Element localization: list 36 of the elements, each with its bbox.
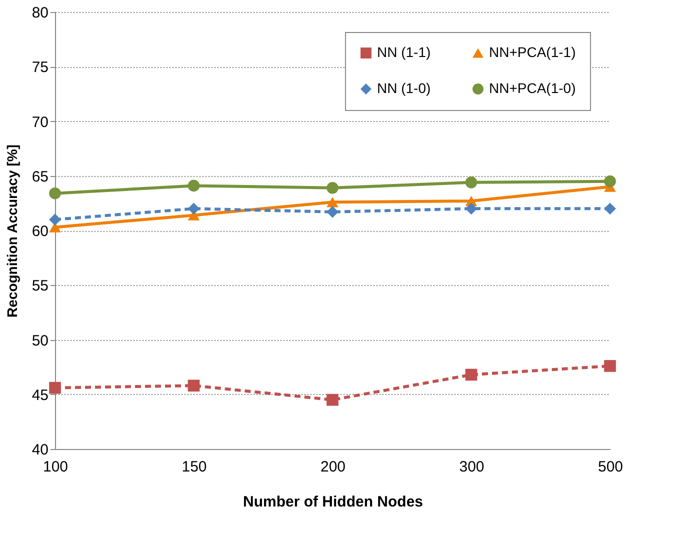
point	[188, 202, 200, 215]
x-tick-label: 100	[42, 458, 68, 476]
point	[604, 175, 616, 188]
x-tick-label: 150	[182, 458, 207, 476]
x-tick-label: 500	[598, 458, 624, 476]
point	[326, 182, 338, 194]
y-tick-label: 60	[32, 223, 48, 240]
legend-label: NN (1-0)	[377, 80, 431, 96]
point	[465, 368, 478, 381]
x-tick-label: 300	[459, 458, 484, 476]
point	[49, 214, 61, 226]
y-tick-label: 50	[32, 332, 48, 350]
point	[188, 380, 200, 392]
point	[326, 206, 338, 218]
point	[326, 196, 338, 208]
point	[465, 202, 478, 215]
y-tick-label: 55	[32, 278, 48, 295]
y-tick-label: 45	[32, 386, 48, 404]
point	[49, 382, 61, 394]
point	[604, 202, 616, 215]
legend-label: NN+PCA(1-1)	[489, 44, 576, 60]
y-tick-label: 65	[32, 168, 48, 186]
y-axis-title: Recognition Accuracy [%]	[4, 144, 20, 318]
point	[465, 176, 478, 188]
x-tick-label: 200	[320, 458, 346, 476]
point	[188, 180, 200, 192]
legend-label: NN (1-1)	[377, 44, 431, 60]
y-tick-label: 75	[32, 59, 48, 76]
point	[326, 394, 338, 406]
y-tick-label: 80	[32, 4, 48, 22]
point	[604, 360, 616, 372]
point	[49, 187, 61, 200]
y-tick-label: 70	[32, 114, 48, 131]
x-axis-title: Number of Hidden Nodes	[242, 494, 424, 510]
legend-label: NN+PCA(1-0)	[489, 80, 576, 96]
y-tick-label: 40	[32, 442, 48, 458]
